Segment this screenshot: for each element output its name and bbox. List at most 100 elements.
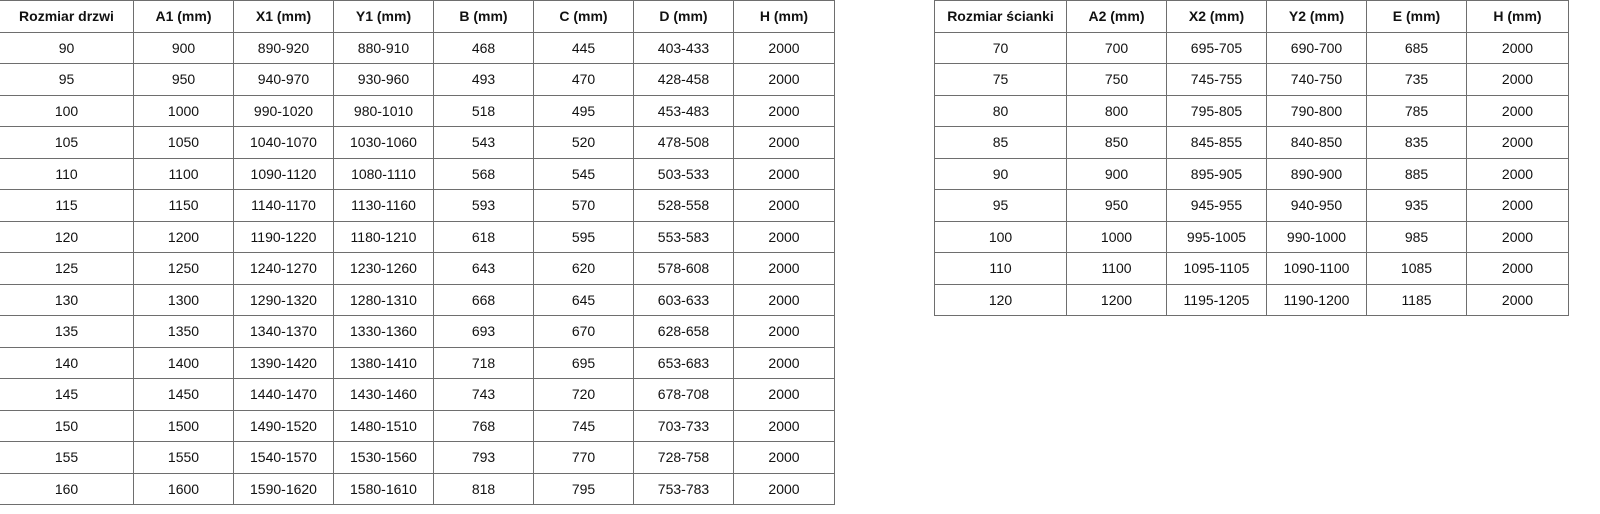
table-cell: 543 xyxy=(433,126,534,159)
table-cell: 990-1000 xyxy=(1266,220,1367,253)
table-row: 135 1350 1340-1370 1330-1360 693 670 628-658 20… xyxy=(0,315,835,348)
table-cell: 2000 xyxy=(1466,157,1569,190)
table-cell: 2000 xyxy=(733,378,835,411)
table-row: 90 900 890-920 880-910 468 445 403-433 2000 xyxy=(0,31,835,64)
table-cell: 593 xyxy=(433,189,534,222)
table-cell: 105 xyxy=(0,126,134,159)
table-cell: 718 xyxy=(433,346,534,379)
table-row: 115 1150 1140-1170 1130-1160 593 570 528-558 20… xyxy=(0,189,835,222)
table-cell: 1140-1170 xyxy=(233,189,334,222)
table-cell: 1300 xyxy=(133,283,234,316)
table-cell: 618 xyxy=(433,220,534,253)
table-cell: 1185 xyxy=(1366,283,1467,316)
table-cell: 950 xyxy=(133,63,234,96)
table-cell: 453-483 xyxy=(633,94,734,127)
table-cell: 643 xyxy=(433,252,534,285)
table-row: 80 800 795-805 790-800 785 2000 xyxy=(934,94,1569,127)
table-cell: 160 xyxy=(0,472,134,505)
table-row: 160 1600 1590-1620 1580-1610 818 795 753-783 20… xyxy=(0,472,835,505)
table-cell: 150 xyxy=(0,409,134,442)
table-cell: 1340-1370 xyxy=(233,315,334,348)
table-cell: 2000 xyxy=(1466,220,1569,253)
table-cell: 2000 xyxy=(733,31,835,64)
table-cell: 985 xyxy=(1366,220,1467,253)
table-cell: 595 xyxy=(533,220,634,253)
table-cell: 1500 xyxy=(133,409,234,442)
table-cell: 135 xyxy=(0,315,134,348)
table-cell: 2000 xyxy=(1466,63,1569,96)
table-cell: 2000 xyxy=(733,252,835,285)
table-row: 110 1100 1095-1105 1090-1100 1085 2000 xyxy=(934,252,1569,285)
table-cell: 493 xyxy=(433,63,534,96)
table-cell: 2000 xyxy=(1466,252,1569,285)
table-cell: 2000 xyxy=(1466,283,1569,316)
table-cell: 70 xyxy=(934,31,1067,64)
table-cell: 568 xyxy=(433,157,534,190)
table-cell: 750 xyxy=(1066,63,1167,96)
table-cell: 155 xyxy=(0,441,134,474)
table-cell: 578-608 xyxy=(633,252,734,285)
table-cell: 2000 xyxy=(733,94,835,127)
table-cell: 818 xyxy=(433,472,534,505)
table-cell: 478-508 xyxy=(633,126,734,159)
table-row: 90 900 895-905 890-900 885 2000 xyxy=(934,157,1569,190)
table-cell: 840-850 xyxy=(1266,126,1367,159)
table-cell: 100 xyxy=(934,220,1067,253)
table-cell: 885 xyxy=(1366,157,1467,190)
table-cell: 110 xyxy=(0,157,134,190)
table-cell: 2000 xyxy=(733,63,835,96)
table-cell: 950 xyxy=(1066,189,1167,222)
table-cell: 790-800 xyxy=(1266,94,1367,127)
table-row: 85 850 845-855 840-850 835 2000 xyxy=(934,126,1569,159)
table-cell: 2000 xyxy=(733,409,835,442)
table-cell: 895-905 xyxy=(1166,157,1267,190)
table-cell: 620 xyxy=(533,252,634,285)
table-cell: 628-658 xyxy=(633,315,734,348)
table-cell: 768 xyxy=(433,409,534,442)
table-cell: 470 xyxy=(533,63,634,96)
table-cell: 1400 xyxy=(133,346,234,379)
table-cell: 835 xyxy=(1366,126,1467,159)
table-cell: 930-960 xyxy=(333,63,434,96)
column-header: H (mm) xyxy=(733,0,835,33)
column-header: E (mm) xyxy=(1366,0,1467,33)
table-cell: 795 xyxy=(533,472,634,505)
table-row: 155 1550 1540-1570 1530-1560 793 770 728-758 20… xyxy=(0,441,835,474)
table-cell: 935 xyxy=(1366,189,1467,222)
table-cell: 528-558 xyxy=(633,189,734,222)
table-cell: 645 xyxy=(533,283,634,316)
table-row: 150 1500 1490-1520 1480-1510 768 745 703-733 20… xyxy=(0,409,835,442)
table-cell: 1250 xyxy=(133,252,234,285)
table-cell: 518 xyxy=(433,94,534,127)
table-cell: 1090-1100 xyxy=(1266,252,1367,285)
table-cell: 690-700 xyxy=(1266,31,1367,64)
table-cell: 2000 xyxy=(733,441,835,474)
table-cell: 845-855 xyxy=(1166,126,1267,159)
table-cell: 95 xyxy=(0,63,134,96)
table-cell: 703-733 xyxy=(633,409,734,442)
table-cell: 700 xyxy=(1066,31,1167,64)
table-cell: 495 xyxy=(533,94,634,127)
table-cell: 1530-1560 xyxy=(333,441,434,474)
table-cell: 1550 xyxy=(133,441,234,474)
table-cell: 1590-1620 xyxy=(233,472,334,505)
table-cell: 880-910 xyxy=(333,31,434,64)
table-cell: 995-1005 xyxy=(1166,220,1267,253)
table-cell: 720 xyxy=(533,378,634,411)
table-row: 105 1050 1040-1070 1030-1060 543 520 478-508 20… xyxy=(0,126,835,159)
table-row: 95 950 945-955 940-950 935 2000 xyxy=(934,189,1569,222)
table-cell: 1600 xyxy=(133,472,234,505)
table-cell: 1050 xyxy=(133,126,234,159)
table-cell: 2000 xyxy=(733,346,835,379)
table-row: 145 1450 1440-1470 1430-1460 743 720 678-708 20… xyxy=(0,378,835,411)
table-cell: 890-900 xyxy=(1266,157,1367,190)
table-cell: 95 xyxy=(934,189,1067,222)
header-row: Rozmiar drzwi A1 (mm) X1 (mm) Y1 (mm) B (mm)… xyxy=(0,0,835,33)
table-cell: 1080-1110 xyxy=(333,157,434,190)
table-cell: 770 xyxy=(533,441,634,474)
table-cell: 2000 xyxy=(1466,189,1569,222)
table-cell: 785 xyxy=(1366,94,1467,127)
table-cell: 2000 xyxy=(1466,94,1569,127)
column-header: H (mm) xyxy=(1466,0,1569,33)
table-cell: 520 xyxy=(533,126,634,159)
